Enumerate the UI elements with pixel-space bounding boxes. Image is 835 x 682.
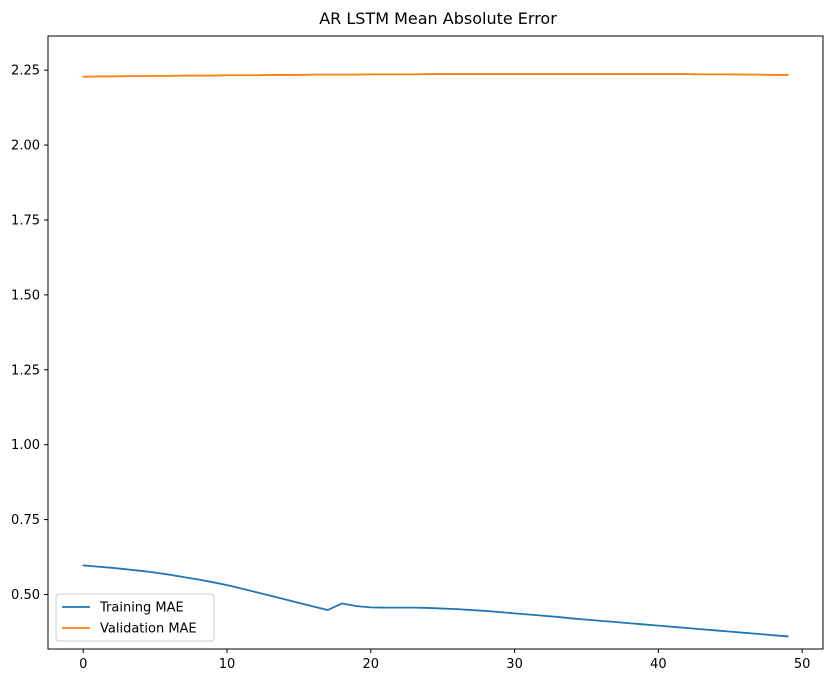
y-tick-label: 2.00	[11, 139, 40, 154]
x-tick-label: 20	[363, 657, 380, 672]
y-tick-label: 0.50	[11, 588, 40, 603]
plot-area	[82, 73, 789, 638]
x-tick-label: 10	[219, 657, 236, 672]
x-tick-label: 50	[794, 657, 811, 672]
series-line-2	[82, 73, 789, 78]
legend-label-2: Validation MAE	[100, 622, 197, 637]
series-line-1	[82, 564, 789, 638]
axes: 0 10 20 30 40 50 0.50 0.75 1.00 1.25 1.50 1.75 2.00 2…	[11, 35, 824, 672]
plot-frame	[47, 35, 824, 650]
y-tick-label: 2.25	[11, 64, 40, 79]
chart-title: AR LSTM Mean Absolute Error	[319, 9, 557, 28]
legend: Training MAE Validation MAE	[55, 593, 215, 642]
y-tick-label: 1.00	[11, 438, 40, 453]
y-tick-label: 1.50	[11, 288, 40, 303]
y-tick-label: 1.75	[11, 213, 40, 228]
legend-label-1: Training MAE	[99, 601, 184, 616]
x-tick-label: 0	[79, 657, 87, 672]
y-tick-label: 1.25	[11, 363, 40, 378]
legend-box	[55, 593, 215, 642]
y-tick-label: 0.75	[11, 513, 40, 528]
x-tick-label: 40	[650, 657, 667, 672]
x-tick-label: 30	[506, 657, 523, 672]
